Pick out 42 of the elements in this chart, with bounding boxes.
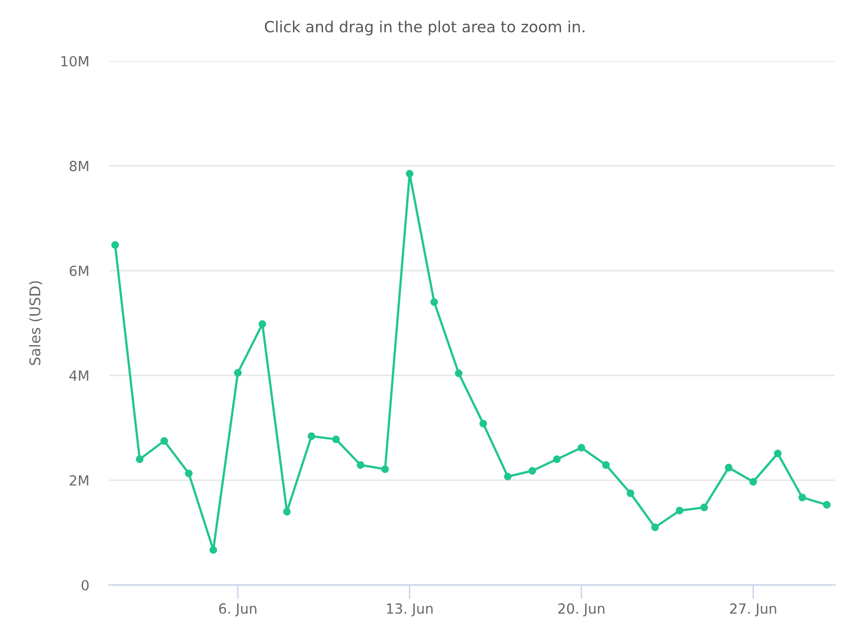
point <box>283 508 291 516</box>
point <box>430 298 438 306</box>
y-tick-label: 6M <box>70 266 88 276</box>
point <box>332 436 340 444</box>
chart-title: Click and drag in the plot area to zoom in. <box>264 20 584 36</box>
y-tick-label: 0 <box>82 580 89 590</box>
point <box>136 455 144 464</box>
point <box>578 444 586 452</box>
point <box>553 455 561 464</box>
point <box>651 524 659 532</box>
x-tick-label: 27. Jun <box>730 603 776 616</box>
point <box>724 464 732 472</box>
point <box>676 506 684 514</box>
y-tick-label: 4M <box>69 370 88 381</box>
point <box>258 320 266 328</box>
point <box>626 489 634 498</box>
point <box>528 466 536 475</box>
point <box>749 478 758 486</box>
point <box>700 504 708 512</box>
point <box>798 494 806 502</box>
point <box>823 501 831 509</box>
y-tick-label: 8M <box>70 160 88 172</box>
point <box>406 170 414 178</box>
point <box>308 432 316 440</box>
point <box>454 369 463 378</box>
point <box>160 437 168 445</box>
point <box>504 472 512 480</box>
point <box>381 465 389 474</box>
point <box>774 450 782 458</box>
point <box>602 461 610 469</box>
y-tick-label: 10M <box>61 56 88 66</box>
point <box>234 368 242 377</box>
point <box>479 420 488 428</box>
y-tick-label: 2M <box>70 475 88 486</box>
point <box>111 241 119 249</box>
point <box>356 461 364 469</box>
point <box>184 470 193 478</box>
x-tick-label: 13. Jun <box>387 603 433 616</box>
x-tick-label: 20. Jun <box>558 603 604 616</box>
point <box>209 546 218 554</box>
y-axis-title: Sales (USD) <box>29 281 42 366</box>
x-tick-label: 6. Jun <box>219 603 256 616</box>
